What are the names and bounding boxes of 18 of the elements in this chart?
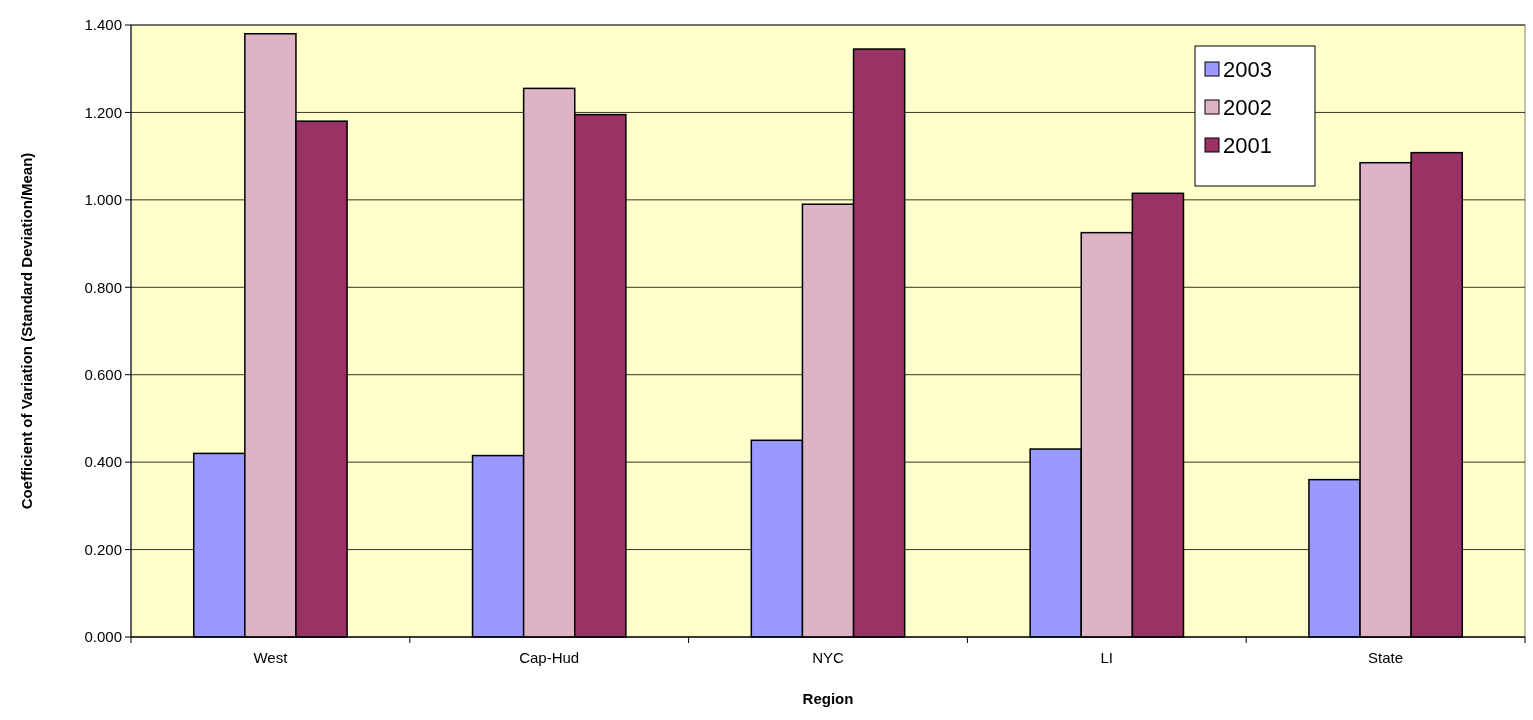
y-tick-label: 1.200 — [84, 103, 122, 121]
y-tick-label: 0.000 — [84, 628, 122, 646]
x-tick-label: Cap-Hud — [519, 649, 580, 666]
legend-label: 2001 — [1223, 132, 1272, 158]
x-tick-label: State — [1368, 649, 1404, 666]
x-axis-title: Region — [802, 690, 854, 707]
y-tick-label: 1.000 — [84, 191, 122, 209]
x-tick-label: NYC — [812, 649, 844, 666]
y-tick-label: 0.800 — [84, 278, 122, 296]
y-tick-label: 1.400 — [84, 16, 122, 34]
legend-label: 2003 — [1223, 56, 1272, 82]
y-axis-title: Coefficient of Variation (Standard Deviation/Mean) — [18, 152, 35, 510]
y-tick-label: 0.600 — [84, 365, 122, 383]
y-tick-label: 0.400 — [84, 453, 122, 471]
x-tick-label: LI — [1100, 649, 1114, 666]
y-tick-label: 0.200 — [84, 540, 122, 558]
x-tick-label: West — [253, 649, 289, 666]
legend-label: 2002 — [1223, 94, 1272, 120]
